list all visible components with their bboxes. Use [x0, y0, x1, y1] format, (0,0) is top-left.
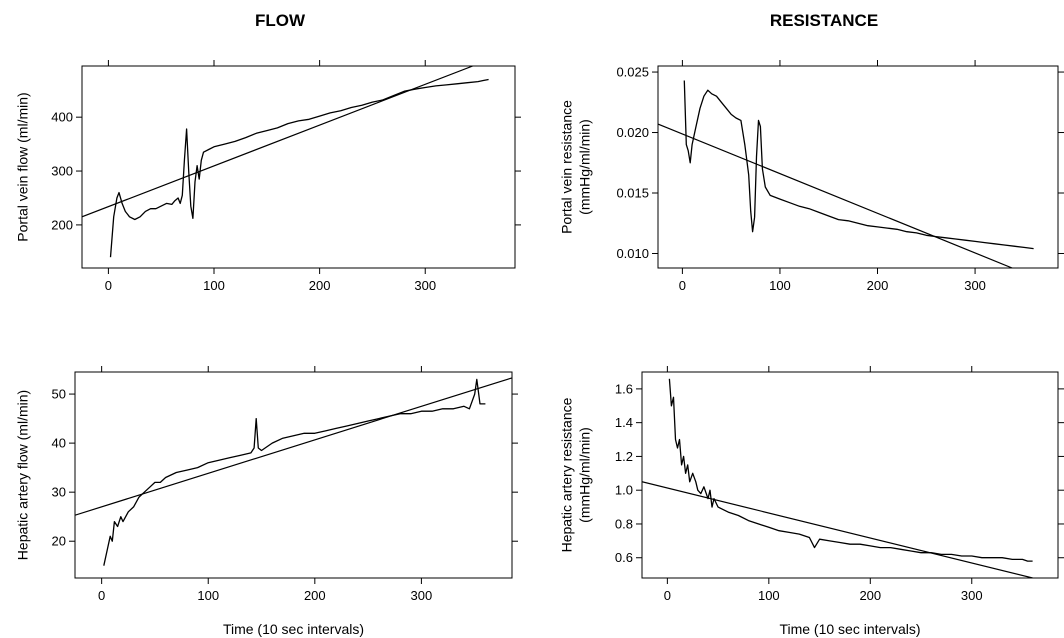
portal-vein-resistance-x-tick-label: 100: [769, 278, 791, 293]
hepatic-artery-resistance-y-axis-label: (mmHg/ml/min): [577, 427, 593, 523]
hepatic-artery-flow-y-tick-label: 20: [52, 534, 66, 549]
portal-vein-flow-x-tick-label: 200: [309, 278, 331, 293]
portal-vein-resistance-x-tick-label: 200: [867, 278, 889, 293]
hepatic-artery-flow-y-tick-label: 40: [52, 436, 66, 451]
portal-vein-resistance-plot-frame: [657, 65, 1059, 269]
hepatic-artery-flow-x-tick-label: 0: [98, 588, 105, 603]
hepatic-artery-resistance-x-tick-label: 300: [961, 588, 983, 603]
hepatic-artery-resistance-x-tick-label: 100: [758, 588, 780, 603]
hepatic-artery-flow-y-tick-label: 30: [52, 485, 66, 500]
panel-portal-vein-flow: 0 100 200 300 200 300 400 Portal vein flow (ml/…: [15, 60, 521, 293]
hepatic-artery-resistance-trend-line: [642, 481, 1033, 578]
portal-vein-resistance-y-tick-label: 0.010: [616, 246, 649, 261]
hepatic-artery-resistance-data-line: [668, 378, 1033, 562]
portal-vein-resistance-x-tick-label: 0: [679, 278, 686, 293]
portal-vein-flow-x-tick-label: 100: [203, 278, 225, 293]
hepatic-artery-resistance-y-tick-label: 1.6: [615, 381, 633, 396]
portal-vein-flow-y-axis-label: Portal vein flow (ml/min): [15, 92, 31, 241]
column-title-resistance: RESISTANCE: [770, 11, 878, 30]
portal-vein-flow-data-line: [109, 78, 489, 258]
hepatic-artery-flow-x-axis-label: Time (10 sec intervals): [223, 621, 364, 637]
hepatic-artery-flow-plot-frame: [74, 371, 513, 579]
hepatic-artery-resistance-x-tick-label: 200: [859, 588, 881, 603]
portal-vein-resistance-y-tick-label: 0.020: [616, 125, 649, 140]
hepatic-artery-resistance-y-tick-label: 1.2: [615, 449, 633, 464]
portal-vein-flow-trend-line: [82, 66, 473, 218]
portal-vein-resistance-y-tick-label: 0.015: [616, 186, 649, 201]
hepatic-artery-flow-y-tick-label: 50: [52, 387, 66, 402]
hepatic-artery-resistance-x-tick-label: 0: [664, 588, 671, 603]
portal-vein-resistance-x-tick-label: 300: [964, 278, 986, 293]
panel-portal-vein-resistance: 0 100 200 300 0.010 0.015 0.020 0.025 Portal vei…: [559, 60, 1064, 293]
portal-vein-flow-y-tick-label: 200: [51, 217, 73, 232]
portal-vein-flow-x-tick-label: 300: [414, 278, 436, 293]
portal-vein-flow-y-tick-label: 400: [51, 110, 73, 125]
portal-vein-flow-y-tick-label: 300: [51, 164, 73, 179]
hepatic-artery-flow-x-tick-label: 100: [197, 588, 219, 603]
portal-vein-resistance-y-axis-label: (mmHg/ml/min): [577, 119, 593, 215]
panel-hepatic-artery-resistance: 0 100 200 300 0.6 0.8 1.0 1.2 1.4 1.6 Hepatic arte…: [559, 366, 1064, 637]
hepatic-artery-resistance-y-tick-label: 0.6: [615, 550, 633, 565]
portal-vein-flow-x-tick-label: 0: [105, 278, 112, 293]
hepatic-artery-resistance-y-tick-label: 1.0: [615, 483, 633, 498]
portal-vein-flow-plot-frame: [81, 65, 516, 269]
hepatic-artery-flow-y-axis-label: Hepatic artery flow (ml/min): [15, 390, 31, 560]
panel-hepatic-artery-flow: 0 100 200 300 20 30 40 50 Hepatic artery flow (m…: [15, 366, 518, 637]
hepatic-artery-flow-data-line: [103, 378, 486, 566]
hepatic-artery-resistance-y-tick-label: 0.8: [615, 516, 633, 531]
hepatic-artery-flow-x-tick-label: 200: [304, 588, 326, 603]
hepatic-artery-flow-x-tick-label: 300: [411, 588, 433, 603]
hepatic-artery-resistance-y-tick-label: 1.4: [615, 415, 633, 430]
column-title-flow: FLOW: [255, 11, 306, 30]
portal-vein-resistance-trend-line: [658, 123, 1013, 268]
hepatic-artery-resistance-y-axis-label: Hepatic artery resistance: [559, 397, 575, 552]
portal-vein-resistance-data-line: [683, 80, 1034, 250]
hepatic-artery-flow-trend-line: [75, 377, 512, 516]
portal-vein-resistance-y-tick-label: 0.025: [616, 65, 649, 80]
portal-vein-resistance-y-axis-label: Portal vein resistance: [559, 100, 575, 234]
hepatic-artery-resistance-plot-frame: [641, 371, 1059, 579]
hepatic-artery-resistance-x-axis-label: Time (10 sec intervals): [779, 621, 920, 637]
